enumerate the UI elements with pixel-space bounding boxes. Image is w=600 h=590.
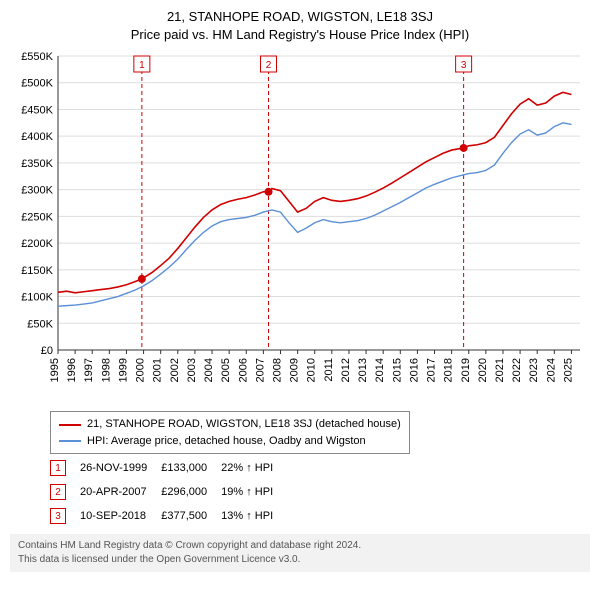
marker-badge: 3 <box>50 508 66 524</box>
svg-text:2005: 2005 <box>220 358 232 382</box>
legend: 21, STANHOPE ROAD, WIGSTON, LE18 3SJ (de… <box>50 411 410 454</box>
svg-text:2001: 2001 <box>152 358 164 382</box>
svg-text:2015: 2015 <box>391 358 403 382</box>
footer-note: Contains HM Land Registry data © Crown c… <box>10 534 590 572</box>
marker-price: £133,000 <box>161 456 221 480</box>
svg-text:2019: 2019 <box>460 358 472 382</box>
svg-text:2020: 2020 <box>477 358 489 382</box>
svg-text:2025: 2025 <box>562 358 574 382</box>
legend-label: HPI: Average price, detached house, Oadb… <box>87 433 366 450</box>
svg-text:2007: 2007 <box>254 358 266 382</box>
svg-text:2008: 2008 <box>271 358 283 382</box>
svg-text:£450K: £450K <box>21 105 53 117</box>
svg-text:£100K: £100K <box>21 292 53 304</box>
svg-text:2017: 2017 <box>426 358 438 382</box>
marker-table: 1 26-NOV-1999 £133,000 22% ↑ HPI 2 20-AP… <box>50 456 287 528</box>
marker-date: 10-SEP-2018 <box>80 504 161 528</box>
svg-text:2004: 2004 <box>203 358 215 382</box>
title-line-1: 21, STANHOPE ROAD, WIGSTON, LE18 3SJ <box>10 8 590 26</box>
legend-swatch <box>59 440 81 442</box>
svg-text:2003: 2003 <box>186 358 198 382</box>
svg-text:£350K: £350K <box>21 158 53 170</box>
svg-text:1996: 1996 <box>66 358 78 382</box>
svg-text:2011: 2011 <box>323 358 335 382</box>
marker-row: 1 26-NOV-1999 £133,000 22% ↑ HPI <box>50 456 287 480</box>
chart-area: £0 £50K £100K £150K £200K £250K £300K £350K £400… <box>10 50 590 405</box>
svg-text:1997: 1997 <box>83 358 95 382</box>
legend-swatch <box>59 424 81 426</box>
footer-line-2: This data is licensed under the Open Gov… <box>18 553 582 567</box>
marker-date: 20-APR-2007 <box>80 480 161 504</box>
chart-title: 21, STANHOPE ROAD, WIGSTON, LE18 3SJ Pri… <box>10 8 590 44</box>
svg-text:£150K: £150K <box>21 265 53 277</box>
marker-badge: 2 <box>50 484 66 500</box>
marker-row: 2 20-APR-2007 £296,000 19% ↑ HPI <box>50 480 287 504</box>
marker-delta: 19% ↑ HPI <box>221 480 287 504</box>
svg-text:2018: 2018 <box>443 358 455 382</box>
svg-text:1: 1 <box>139 60 145 71</box>
root: 21, STANHOPE ROAD, WIGSTON, LE18 3SJ Pri… <box>0 0 600 578</box>
svg-text:1999: 1999 <box>117 358 129 382</box>
legend-label: 21, STANHOPE ROAD, WIGSTON, LE18 3SJ (de… <box>87 416 401 433</box>
svg-text:1998: 1998 <box>100 358 112 382</box>
marker-price: £377,500 <box>161 504 221 528</box>
svg-text:1995: 1995 <box>49 358 61 382</box>
legend-item: HPI: Average price, detached house, Oadb… <box>59 433 401 450</box>
svg-text:2013: 2013 <box>357 358 369 382</box>
legend-item: 21, STANHOPE ROAD, WIGSTON, LE18 3SJ (de… <box>59 416 401 433</box>
svg-text:2016: 2016 <box>408 358 420 382</box>
svg-text:2012: 2012 <box>340 358 352 382</box>
svg-text:2000: 2000 <box>135 358 147 382</box>
marker-row: 3 10-SEP-2018 £377,500 13% ↑ HPI <box>50 504 287 528</box>
marker-date: 26-NOV-1999 <box>80 456 161 480</box>
marker-delta: 13% ↑ HPI <box>221 504 287 528</box>
svg-text:£500K: £500K <box>21 78 53 90</box>
svg-text:2021: 2021 <box>494 358 506 382</box>
svg-text:2006: 2006 <box>237 358 249 382</box>
svg-text:2010: 2010 <box>306 358 318 382</box>
svg-text:£300K: £300K <box>21 185 53 197</box>
svg-text:3: 3 <box>461 60 467 71</box>
svg-text:£400K: £400K <box>21 132 53 144</box>
svg-text:2009: 2009 <box>289 358 301 382</box>
svg-text:2: 2 <box>266 60 272 71</box>
svg-text:2002: 2002 <box>169 358 181 382</box>
svg-text:£0: £0 <box>41 345 53 357</box>
svg-text:2014: 2014 <box>374 358 386 382</box>
svg-text:2023: 2023 <box>528 358 540 382</box>
marker-price: £296,000 <box>161 480 221 504</box>
footer-line-1: Contains HM Land Registry data © Crown c… <box>18 539 582 553</box>
marker-badge: 1 <box>50 460 66 476</box>
svg-text:£50K: £50K <box>27 319 53 331</box>
svg-text:£200K: £200K <box>21 238 53 250</box>
svg-text:2022: 2022 <box>511 358 523 382</box>
svg-text:2024: 2024 <box>545 358 557 382</box>
title-line-2: Price paid vs. HM Land Registry's House … <box>10 26 590 44</box>
svg-text:£550K: £550K <box>21 51 53 63</box>
line-chart-svg: £0 £50K £100K £150K £200K £250K £300K £350K £400… <box>10 50 590 400</box>
svg-text:£250K: £250K <box>21 212 53 224</box>
marker-delta: 22% ↑ HPI <box>221 456 287 480</box>
